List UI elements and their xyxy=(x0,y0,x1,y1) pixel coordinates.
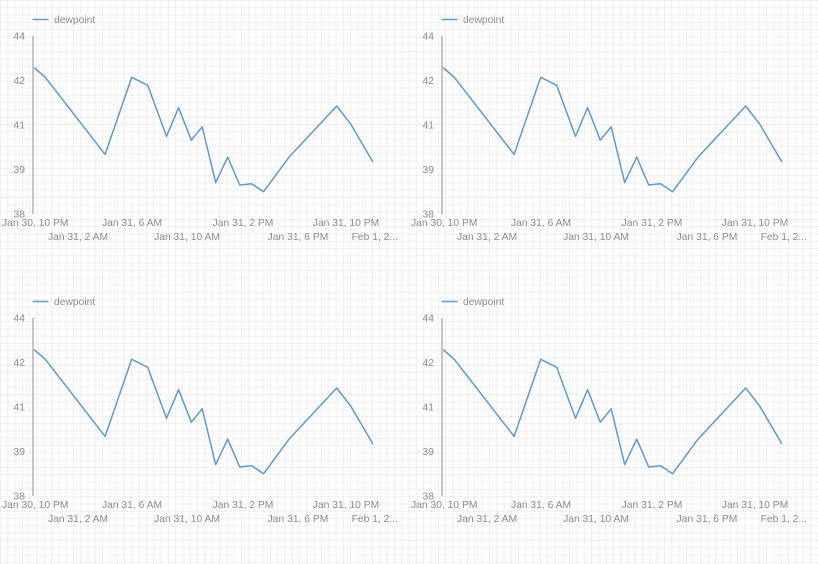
svg-text:42: 42 xyxy=(14,358,26,369)
svg-text:dewpoint: dewpoint xyxy=(463,15,504,26)
svg-text:Jan 31, 10 PM: Jan 31, 10 PM xyxy=(313,500,379,511)
svg-text:Jan 31, 10 PM: Jan 31, 10 PM xyxy=(313,218,379,229)
svg-text:44: 44 xyxy=(14,313,26,324)
svg-text:Jan 31, 2 AM: Jan 31, 2 AM xyxy=(48,232,108,243)
svg-text:Jan 31, 6 AM: Jan 31, 6 AM xyxy=(102,500,162,511)
svg-text:dewpoint: dewpoint xyxy=(54,297,95,308)
svg-text:Jan 31, 2 AM: Jan 31, 2 AM xyxy=(457,232,517,243)
svg-text:Feb 1, 2...: Feb 1, 2... xyxy=(761,514,807,525)
svg-text:Jan 31, 10 PM: Jan 31, 10 PM xyxy=(722,218,788,229)
svg-text:dewpoint: dewpoint xyxy=(54,15,95,26)
svg-text:Jan 31, 6 AM: Jan 31, 6 AM xyxy=(511,218,571,229)
svg-text:44: 44 xyxy=(423,313,435,324)
svg-text:41: 41 xyxy=(14,402,26,413)
svg-text:Jan 31, 10 AM: Jan 31, 10 AM xyxy=(563,514,629,525)
svg-text:41: 41 xyxy=(14,120,26,131)
svg-text:Jan 30, 10 PM: Jan 30, 10 PM xyxy=(2,218,68,229)
svg-text:Jan 31, 2 PM: Jan 31, 2 PM xyxy=(213,218,274,229)
svg-text:Feb 1, 2...: Feb 1, 2... xyxy=(352,514,398,525)
svg-text:Jan 31, 2 PM: Jan 31, 2 PM xyxy=(622,218,683,229)
svg-text:Jan 30, 10 PM: Jan 30, 10 PM xyxy=(411,500,477,511)
svg-text:Jan 30, 10 PM: Jan 30, 10 PM xyxy=(2,500,68,511)
svg-text:Jan 31, 2 PM: Jan 31, 2 PM xyxy=(213,500,274,511)
svg-text:Jan 31, 10 PM: Jan 31, 10 PM xyxy=(722,500,788,511)
svg-text:39: 39 xyxy=(14,447,26,458)
svg-text:Jan 31, 10 AM: Jan 31, 10 AM xyxy=(154,514,220,525)
svg-text:Feb 1, 2...: Feb 1, 2... xyxy=(352,232,398,243)
svg-text:Jan 31, 2 AM: Jan 31, 2 AM xyxy=(48,514,108,525)
svg-text:Jan 31, 6 AM: Jan 31, 6 AM xyxy=(511,500,571,511)
svg-text:39: 39 xyxy=(14,165,26,176)
svg-text:39: 39 xyxy=(423,447,435,458)
svg-text:42: 42 xyxy=(14,76,26,87)
svg-text:Jan 31, 6 PM: Jan 31, 6 PM xyxy=(268,232,329,243)
svg-text:Jan 31, 6 AM: Jan 31, 6 AM xyxy=(102,218,162,229)
svg-text:Jan 31, 6 PM: Jan 31, 6 PM xyxy=(677,514,738,525)
svg-text:Jan 31, 2 PM: Jan 31, 2 PM xyxy=(622,500,683,511)
svg-text:Jan 31, 2 AM: Jan 31, 2 AM xyxy=(457,514,517,525)
svg-text:Feb 1, 2...: Feb 1, 2... xyxy=(761,232,807,243)
svg-text:41: 41 xyxy=(423,402,435,413)
svg-text:42: 42 xyxy=(423,358,435,369)
svg-text:42: 42 xyxy=(423,76,435,87)
svg-text:Jan 30, 10 PM: Jan 30, 10 PM xyxy=(411,218,477,229)
svg-text:Jan 31, 6 PM: Jan 31, 6 PM xyxy=(677,232,738,243)
svg-text:41: 41 xyxy=(423,120,435,131)
svg-text:39: 39 xyxy=(423,165,435,176)
svg-text:44: 44 xyxy=(423,31,435,42)
svg-text:Jan 31, 10 AM: Jan 31, 10 AM xyxy=(154,232,220,243)
svg-text:Jan 31, 10 AM: Jan 31, 10 AM xyxy=(563,232,629,243)
svg-text:dewpoint: dewpoint xyxy=(463,297,504,308)
svg-text:44: 44 xyxy=(14,31,26,42)
svg-text:Jan 31, 6 PM: Jan 31, 6 PM xyxy=(268,514,329,525)
